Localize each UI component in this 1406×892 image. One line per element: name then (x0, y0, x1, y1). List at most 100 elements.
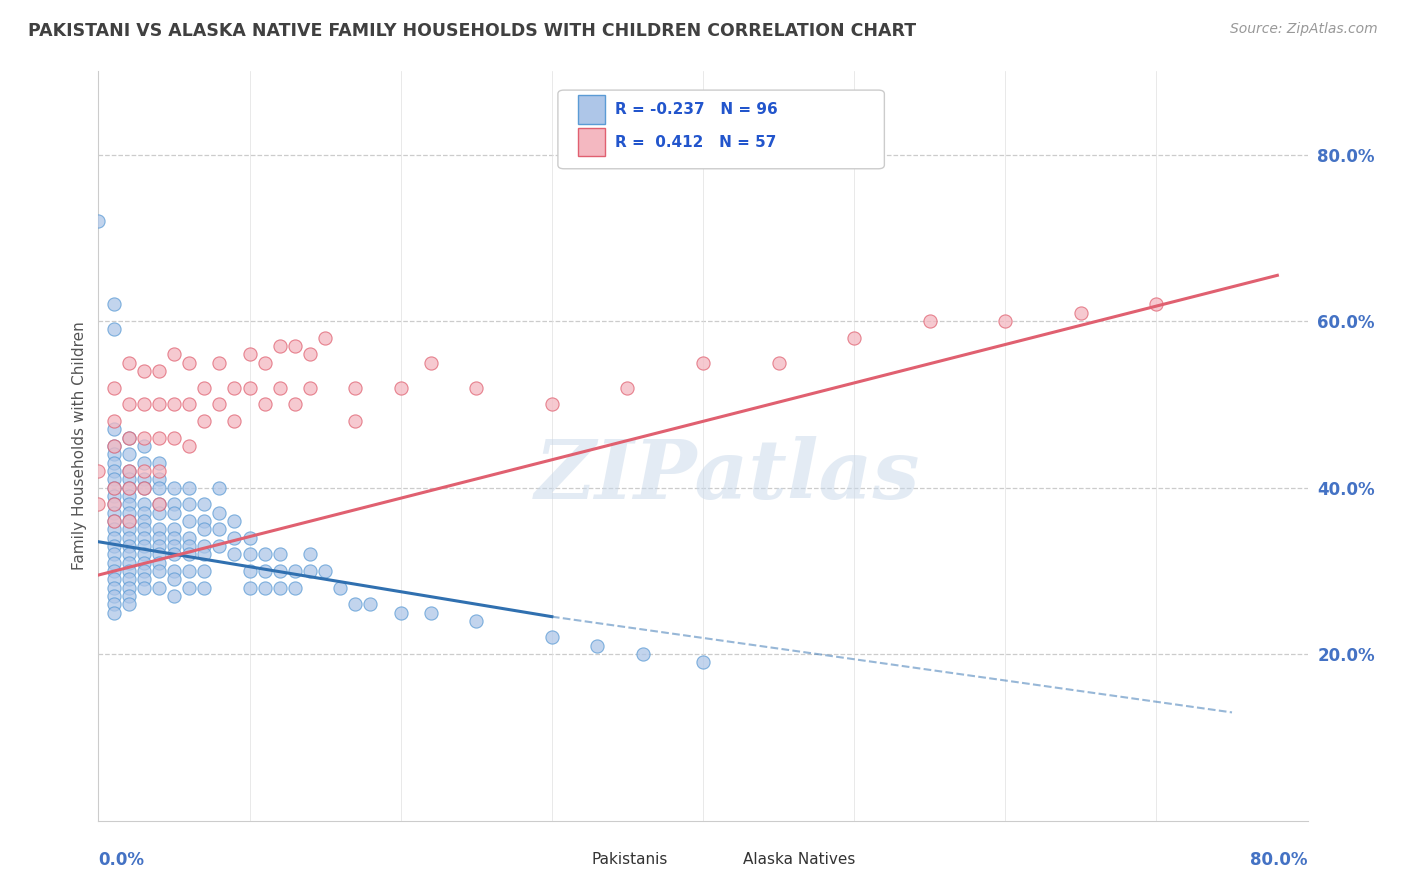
Point (132, 547, 155, 561)
Point (586, 639, 609, 653)
Point (118, 581, 141, 595)
Point (148, 364, 170, 378)
Point (118, 497, 141, 511)
Point (389, 606, 412, 620)
Point (118, 589, 141, 603)
Point (208, 539, 231, 553)
Point (163, 539, 186, 553)
Point (844, 331, 866, 345)
Point (132, 522, 155, 536)
FancyBboxPatch shape (558, 848, 585, 871)
Point (179, 547, 201, 561)
Point (132, 472, 155, 486)
Point (768, 356, 790, 370)
Point (616, 381, 638, 395)
Point (994, 314, 1017, 328)
Point (253, 564, 276, 578)
Point (132, 456, 155, 470)
Point (148, 581, 170, 595)
Point (193, 514, 215, 528)
Text: R = -0.237   N = 96: R = -0.237 N = 96 (614, 102, 778, 117)
Point (163, 522, 186, 536)
Y-axis label: Family Households with Children: Family Households with Children (72, 322, 87, 570)
Point (239, 547, 262, 561)
Point (103, 472, 125, 486)
Point (224, 414, 246, 428)
Point (163, 431, 186, 445)
Point (118, 472, 141, 486)
Point (118, 522, 141, 536)
Point (179, 497, 201, 511)
Point (1070, 306, 1092, 320)
Text: Alaska Natives: Alaska Natives (742, 852, 855, 867)
Point (103, 322, 125, 336)
Point (132, 481, 155, 495)
Point (132, 364, 155, 378)
Text: Source: ZipAtlas.com: Source: ZipAtlas.com (1230, 22, 1378, 37)
Text: ZIPatlas: ZIPatlas (534, 436, 920, 516)
Point (253, 547, 276, 561)
Point (163, 564, 186, 578)
Point (465, 614, 488, 628)
Point (179, 481, 201, 495)
Point (103, 514, 125, 528)
Point (179, 531, 201, 545)
Point (118, 356, 141, 370)
Point (132, 531, 155, 545)
Point (103, 572, 125, 586)
FancyBboxPatch shape (578, 95, 605, 124)
Point (208, 522, 231, 536)
FancyBboxPatch shape (578, 128, 605, 156)
Point (692, 356, 714, 370)
Point (253, 581, 276, 595)
Point (118, 547, 141, 561)
Point (132, 572, 155, 586)
Point (163, 547, 186, 561)
Point (118, 481, 141, 495)
Point (163, 531, 186, 545)
Point (118, 431, 141, 445)
Point (118, 597, 141, 611)
Point (239, 347, 262, 361)
Point (103, 481, 125, 495)
Point (1144, 297, 1167, 311)
Point (103, 422, 125, 436)
Point (103, 522, 125, 536)
Point (239, 564, 262, 578)
Point (193, 414, 215, 428)
Point (148, 497, 170, 511)
Point (224, 547, 246, 561)
Point (103, 556, 125, 570)
Point (132, 464, 155, 478)
Point (118, 539, 141, 553)
Point (208, 481, 231, 495)
Point (224, 531, 246, 545)
Point (87, 464, 110, 478)
Point (103, 497, 125, 511)
Point (193, 581, 215, 595)
Point (148, 522, 170, 536)
Point (329, 581, 352, 595)
Point (103, 439, 125, 453)
Point (103, 447, 125, 461)
Point (148, 531, 170, 545)
Point (193, 547, 215, 561)
Point (87, 497, 110, 511)
Point (253, 397, 276, 411)
Point (148, 464, 170, 478)
Point (163, 497, 186, 511)
Point (631, 647, 654, 661)
Point (389, 381, 412, 395)
Point (103, 506, 125, 520)
Point (103, 531, 125, 545)
Point (103, 497, 125, 511)
Point (103, 581, 125, 595)
Point (103, 547, 125, 561)
Text: Pakistanis: Pakistanis (592, 852, 668, 867)
Point (148, 547, 170, 561)
Point (163, 506, 186, 520)
FancyBboxPatch shape (558, 90, 884, 169)
Point (420, 356, 443, 370)
Text: 0.0%: 0.0% (98, 851, 145, 869)
Point (269, 581, 291, 595)
